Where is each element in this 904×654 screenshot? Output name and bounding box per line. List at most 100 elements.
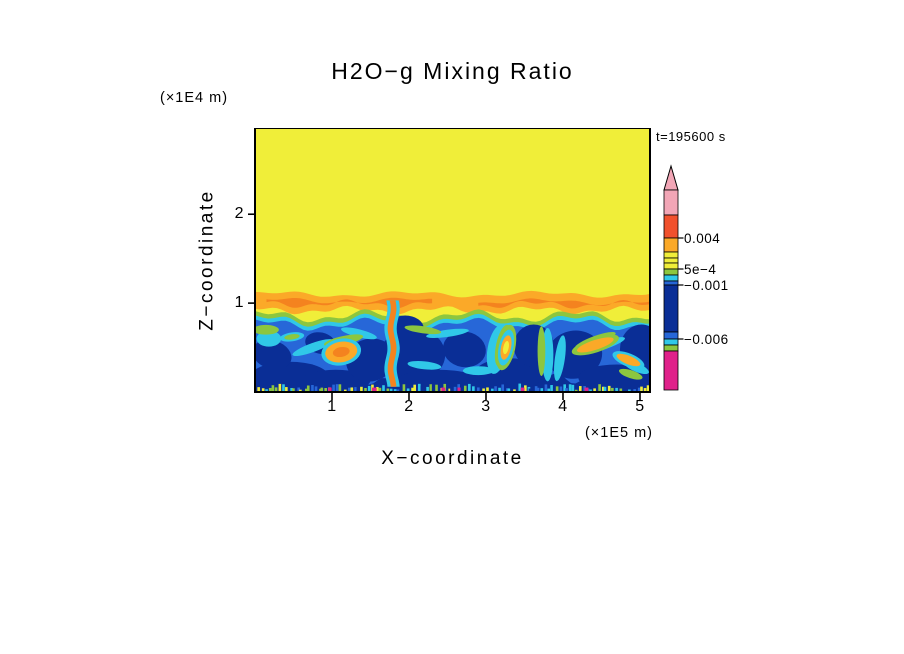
- bottom-speckle: [628, 389, 631, 392]
- bottom-speckle: [544, 384, 548, 392]
- cyan-filament: [407, 360, 442, 370]
- bottom-speckle: [335, 384, 339, 392]
- bottom-speckle: [367, 385, 371, 392]
- bottom-speckle: [477, 387, 480, 392]
- bottom-speckle: [507, 388, 511, 392]
- bottom-speckle: [463, 385, 467, 392]
- colorbar-arrow-cap: [663, 164, 679, 191]
- cyan-filament: [340, 327, 377, 340]
- bottom-speckle: [413, 384, 416, 392]
- bottom-speckle: [350, 387, 354, 392]
- bottom-speckle: [603, 386, 607, 392]
- bottom-speckle: [261, 388, 265, 392]
- x-axis-unit: (×1E5 m): [584, 425, 653, 441]
- colorbar-segment: [663, 350, 679, 391]
- bottom-speckle: [343, 389, 347, 392]
- bottom-speckle: [429, 384, 433, 392]
- colorbar-segment: [663, 338, 679, 346]
- bottom-speckle: [534, 386, 538, 392]
- bottom-speckle: [400, 385, 404, 392]
- colorbar-segment: [663, 280, 679, 286]
- plot-frame: [254, 128, 651, 393]
- bottom-speckle: [297, 387, 301, 392]
- colorbar-segment: [663, 237, 679, 253]
- bottom-speckle: [593, 388, 596, 392]
- bottom-speckle: [360, 386, 363, 392]
- colorbar-segment: [663, 189, 679, 216]
- bottom-speckle: [637, 387, 641, 392]
- field-layers: [255, 128, 650, 392]
- bottom-speckle: [547, 388, 551, 392]
- colorbar-label: −0.001: [684, 278, 729, 293]
- x-tick-label: 2: [404, 398, 414, 415]
- cyan-filament: [292, 339, 334, 357]
- bottom-speckle: [528, 388, 532, 392]
- bottom-speckle: [506, 388, 509, 392]
- bottom-speckle: [480, 385, 483, 392]
- bottom-speckle: [257, 387, 260, 392]
- bottom-speckle: [501, 384, 505, 392]
- magenta-speck: [520, 387, 525, 392]
- green-streak: [255, 324, 279, 335]
- bottom-speckle: [453, 386, 457, 392]
- bottom-speckle: [268, 387, 272, 392]
- inversion-streak: [478, 298, 650, 309]
- cyan-fringe: [255, 313, 650, 332]
- bottom-speckle: [348, 387, 351, 392]
- bottom-speckle: [472, 386, 475, 392]
- magenta-speck: [457, 387, 461, 392]
- x-tick-label: 3: [481, 398, 491, 415]
- bottom-speckle: [513, 389, 516, 392]
- bottom-speckle: [324, 388, 327, 392]
- bottom-speckle: [299, 389, 302, 392]
- bottom-speckle: [406, 388, 410, 392]
- colorbar-segment: [663, 251, 679, 259]
- bottom-speckle: [274, 387, 278, 392]
- z-axis-label: Z−coordinate: [190, 128, 226, 392]
- green-streak: [404, 325, 442, 335]
- plot-area: [248, 128, 651, 400]
- bottom-speckle: [494, 386, 497, 392]
- cyan-filament: [554, 335, 566, 382]
- colorbar-segment: [663, 274, 679, 282]
- bottom-speckle: [518, 383, 522, 392]
- bottom-speckle: [460, 385, 464, 392]
- plume-stalk-inner: [387, 300, 397, 387]
- x-tick-label: 5: [635, 398, 645, 415]
- bottom-speckle: [417, 383, 421, 392]
- bottom-speckle: [314, 386, 318, 392]
- bottom-speckle: [431, 384, 435, 392]
- bottom-speckle: [265, 389, 268, 392]
- bottom-speckle: [555, 386, 559, 392]
- bottom-speckle: [354, 387, 357, 392]
- z-tick-label: 1: [234, 294, 244, 312]
- x-tick-label: 1: [327, 398, 337, 415]
- magenta-speck: [372, 387, 377, 392]
- cyan-filament: [426, 328, 469, 338]
- bottom-speckle: [338, 384, 342, 392]
- bottom-speckle: [607, 385, 611, 392]
- z-axis-unit: (×1E4 m): [160, 90, 229, 106]
- bottom-speckle: [435, 384, 438, 392]
- bottom-speckle: [396, 389, 400, 392]
- bottom-speckle: [290, 387, 293, 392]
- colorbar-label: 0.004: [684, 231, 721, 246]
- bottom-speckle: [491, 388, 494, 392]
- bottom-speckle: [319, 388, 322, 392]
- bottom-speckle: [565, 388, 568, 392]
- cyan-filament: [256, 330, 282, 347]
- plot-title: H2O−g Mixing Ratio: [331, 58, 574, 84]
- colorbar-label: 5e−4: [684, 262, 717, 277]
- bottom-speckle: [292, 388, 295, 392]
- magenta-speck: [328, 387, 332, 392]
- bottom-speckle: [320, 387, 324, 392]
- bottom-speckle: [574, 389, 578, 392]
- bottom-speckle: [482, 388, 485, 392]
- bottom-speckle: [332, 384, 335, 392]
- bottom-speckle: [364, 387, 367, 392]
- plume-layer: [616, 353, 641, 367]
- bottom-speckle: [356, 385, 360, 392]
- bottom-speckle: [271, 385, 275, 392]
- cyan-filament: [462, 366, 494, 376]
